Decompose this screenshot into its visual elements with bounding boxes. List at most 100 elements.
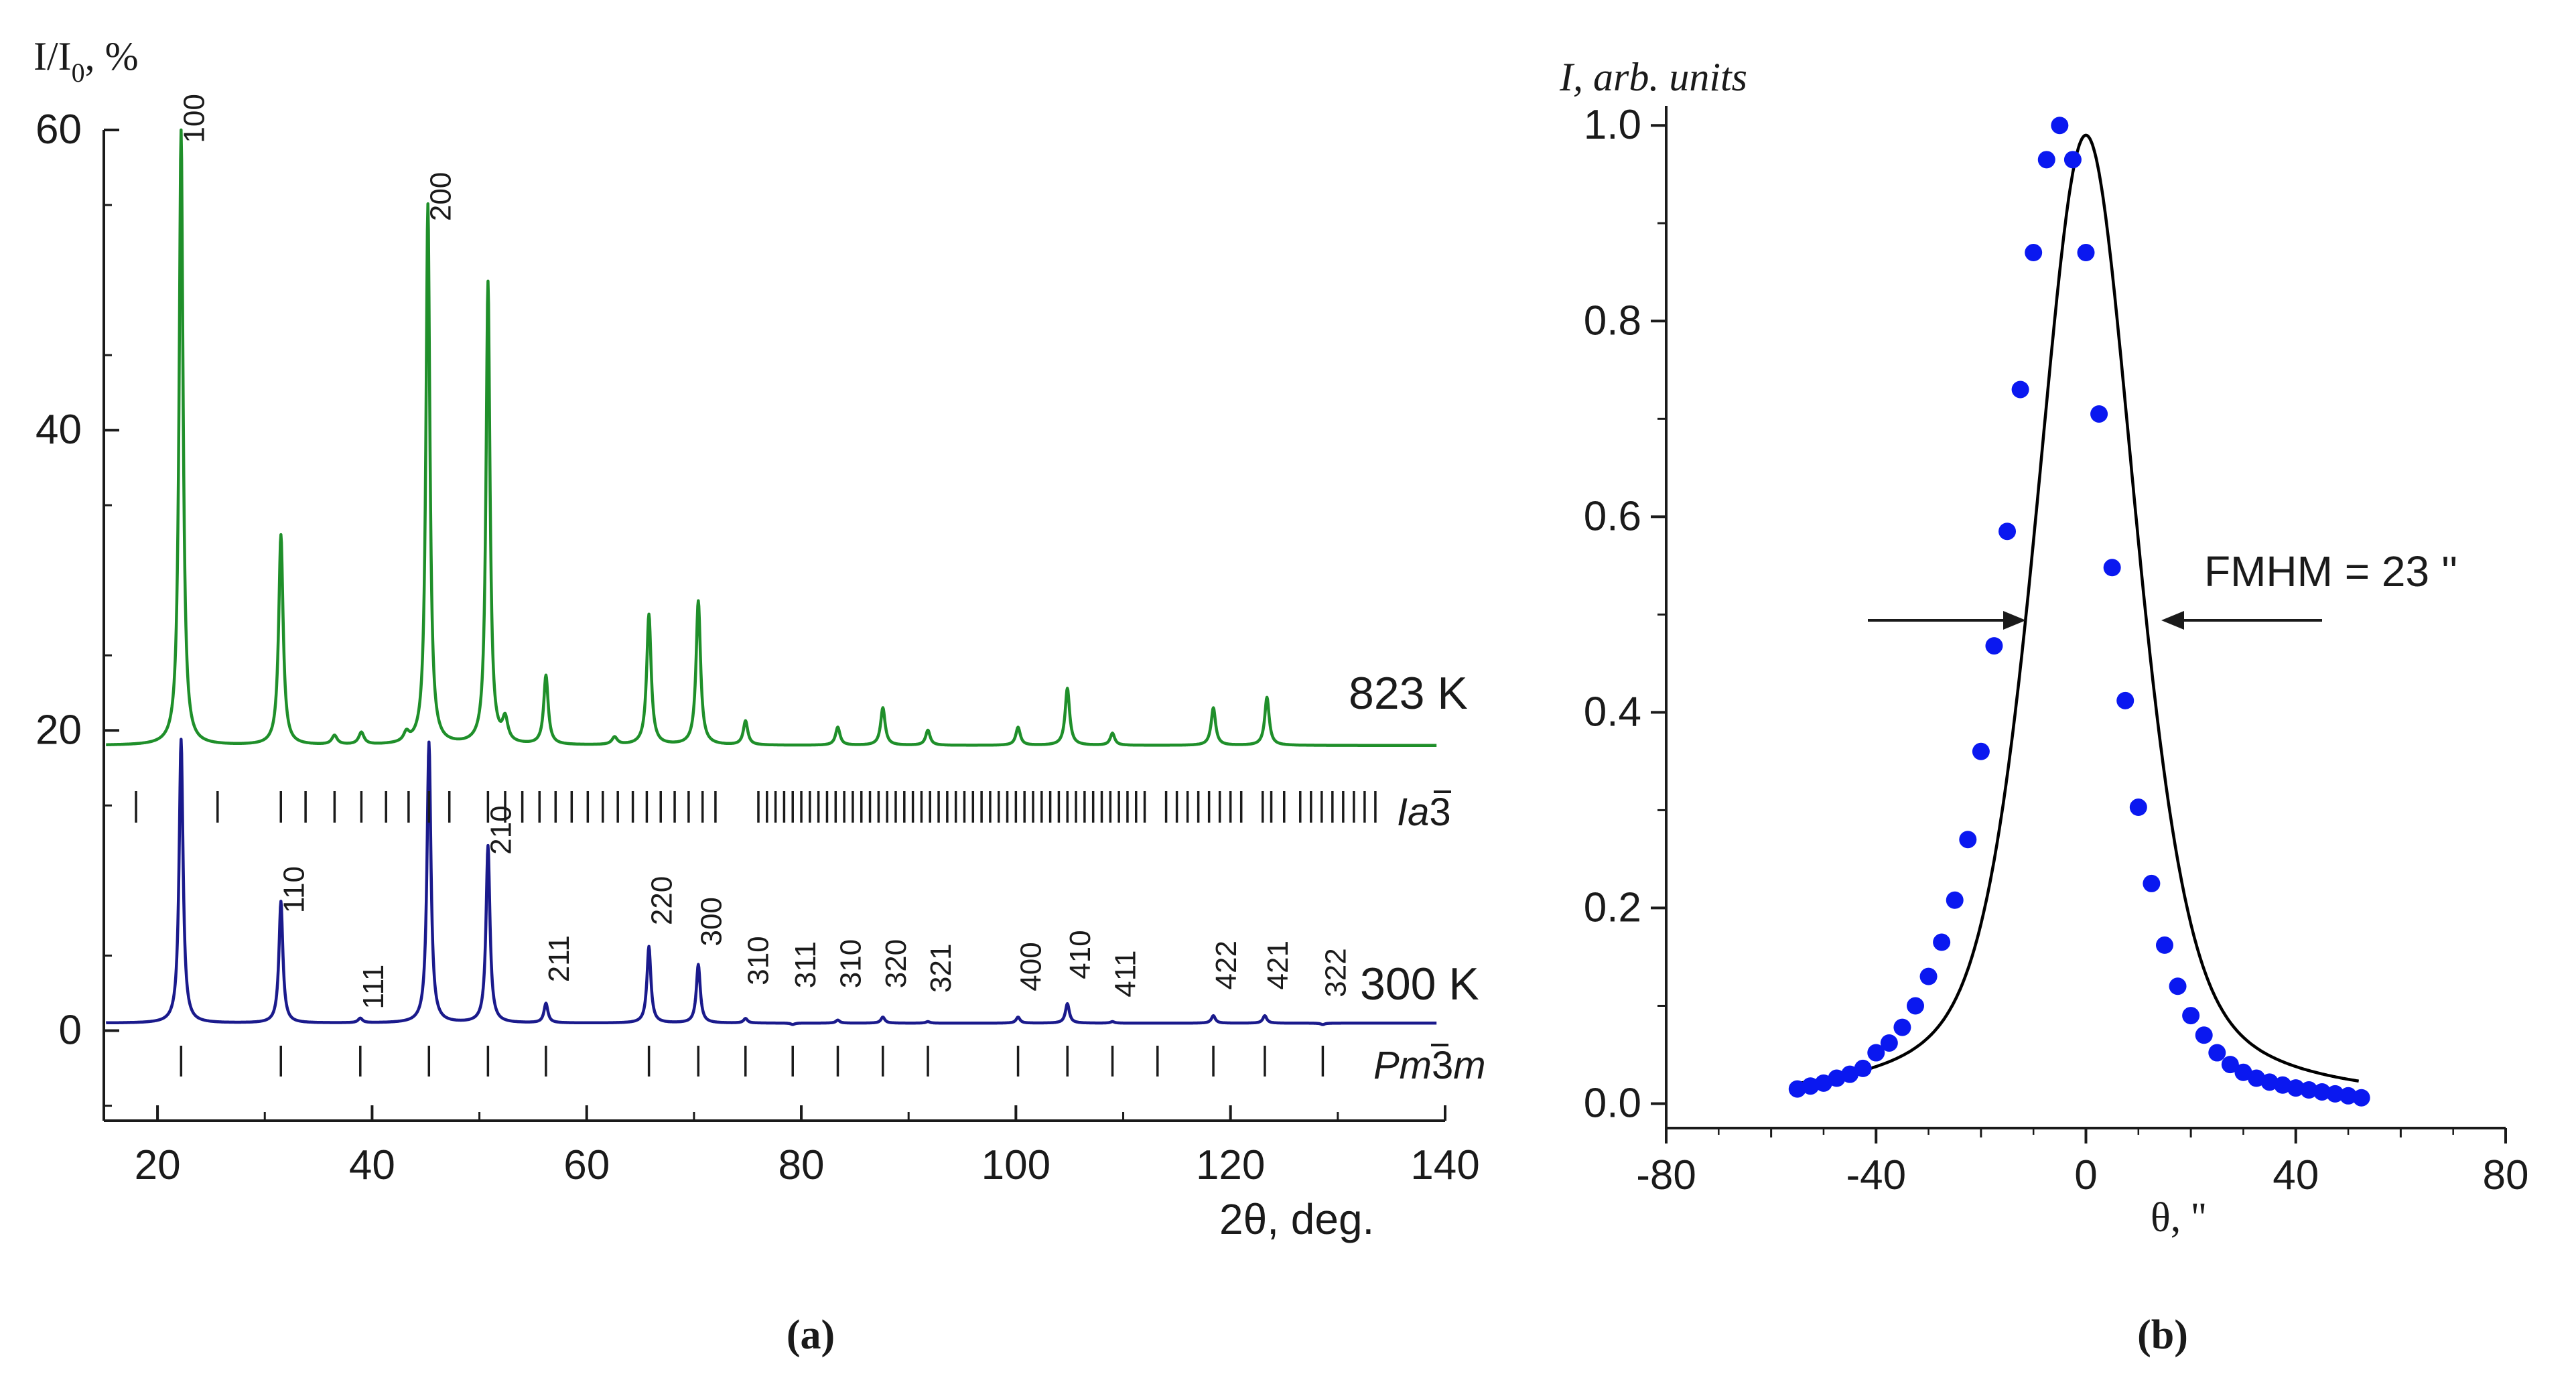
data-point bbox=[2260, 1073, 2279, 1091]
y-tick-label: 0.8 bbox=[1584, 297, 1641, 344]
data-point bbox=[2025, 244, 2043, 262]
panel-b-ticks: -80 -40 0 40 80 0.0 0.2 0.4 0.6 0.8 1.0 bbox=[1584, 102, 2529, 1198]
y-tick-label: 0.6 bbox=[1584, 493, 1641, 539]
x-tick-label: 20 bbox=[135, 1142, 181, 1188]
panel-a-y-axis-label: I/I0, % bbox=[33, 34, 139, 88]
panel-a-caption: (a) bbox=[787, 1312, 835, 1358]
panel-a-ticks: 20 40 60 80 100 120 140 0 20 40 60 bbox=[36, 107, 1480, 1188]
data-point bbox=[2195, 1026, 2213, 1044]
data-point bbox=[2340, 1087, 2358, 1105]
reflection-markers bbox=[135, 791, 1377, 1077]
hkl-label: 411 bbox=[1109, 951, 1142, 997]
data-point bbox=[1919, 967, 1938, 985]
right-arrow-head bbox=[2161, 611, 2184, 630]
data-point bbox=[2063, 151, 2082, 169]
hkl-label: 410 bbox=[1064, 930, 1097, 979]
xrd-curves bbox=[105, 128, 1438, 1026]
data-point bbox=[2352, 1089, 2370, 1107]
x-tick-label: 40 bbox=[349, 1142, 395, 1188]
data-point bbox=[1972, 742, 1990, 760]
hkl-label: 210 bbox=[484, 805, 517, 854]
data-point bbox=[1788, 1080, 1806, 1098]
data-point bbox=[2051, 117, 2069, 135]
data-point bbox=[1880, 1034, 1898, 1052]
data-point bbox=[1893, 1018, 1911, 1036]
y-tick-label: 0 bbox=[59, 1008, 82, 1054]
data-point bbox=[1933, 933, 1951, 951]
x-tick-label: 140 bbox=[1410, 1142, 1479, 1188]
y-tick-label: 0.0 bbox=[1584, 1080, 1641, 1126]
hkl-label: 320 bbox=[880, 939, 912, 988]
x-tick-label: 100 bbox=[981, 1142, 1050, 1188]
space-group-label-pm3m: Pm3m bbox=[1373, 1044, 1486, 1087]
data-point bbox=[2011, 380, 2029, 399]
data-point bbox=[2155, 936, 2173, 954]
data-point bbox=[2129, 799, 2147, 817]
data-point bbox=[2037, 151, 2055, 169]
hkl-label: 100 bbox=[178, 94, 210, 143]
data-point bbox=[1802, 1077, 1820, 1095]
data-point bbox=[2143, 874, 2161, 892]
x-tick-label: 80 bbox=[778, 1142, 825, 1188]
data-point bbox=[2103, 559, 2121, 577]
hkl-label: 200 bbox=[425, 172, 458, 221]
data-point bbox=[2300, 1081, 2318, 1099]
panel-b-x-axis-label: θ, '' bbox=[2151, 1195, 2206, 1241]
hkl-label: 110 bbox=[277, 866, 310, 913]
x-tick-label: 80 bbox=[2483, 1152, 2529, 1198]
hkl-label: 400 bbox=[1015, 942, 1048, 991]
fwhm-arrows bbox=[1868, 611, 2322, 630]
space-group-ia3-letters: Ia3 bbox=[1397, 790, 1451, 834]
data-point bbox=[2090, 405, 2108, 423]
data-point bbox=[2326, 1085, 2344, 1103]
hkl-label: 310 bbox=[834, 939, 867, 988]
space-group-pm3m-letters: Pm3m bbox=[1373, 1044, 1486, 1087]
y-tick-label: 40 bbox=[36, 407, 82, 453]
data-point bbox=[2287, 1079, 2305, 1097]
data-point bbox=[2116, 691, 2134, 709]
hkl-label: 321 bbox=[925, 944, 957, 993]
series-line-823k bbox=[105, 128, 1438, 747]
data-point bbox=[2221, 1056, 2239, 1074]
panel-a-x-axis-label: 2θ, deg. bbox=[1219, 1195, 1374, 1243]
fwhm-annotation: FMHM = 23 '' bbox=[2204, 547, 2457, 596]
hkl-label: 322 bbox=[1319, 948, 1352, 997]
data-point bbox=[1867, 1044, 1885, 1062]
data-point bbox=[2169, 977, 2187, 995]
y-tick-label: 0.2 bbox=[1584, 884, 1641, 930]
data-point bbox=[2182, 1007, 2200, 1025]
x-tick-label: 40 bbox=[2273, 1152, 2319, 1198]
space-group-label-ia3: Ia3 bbox=[1397, 790, 1451, 834]
panel-b-y-axis-label: I, arb. units bbox=[1559, 55, 1747, 99]
data-point bbox=[1854, 1059, 1872, 1077]
hkl-label: 300 bbox=[695, 897, 728, 946]
fit-curve-group bbox=[1797, 133, 2360, 1085]
fit-curve bbox=[1797, 133, 2360, 1085]
data-point bbox=[1828, 1069, 1846, 1087]
data-point bbox=[2077, 244, 2095, 262]
temperature-label-823k: 823 K bbox=[1349, 668, 1468, 719]
y-tick-label: 0.4 bbox=[1584, 689, 1641, 735]
x-tick-label: -80 bbox=[1636, 1152, 1696, 1198]
data-point bbox=[2248, 1069, 2266, 1087]
hkl-label: 220 bbox=[646, 876, 679, 925]
data-point bbox=[1946, 891, 1964, 909]
temperature-label-300k: 300 K bbox=[1360, 959, 1479, 1010]
y-tick-label: 60 bbox=[36, 107, 82, 153]
left-arrow-head bbox=[2003, 611, 2026, 630]
hkl-label: 421 bbox=[1262, 941, 1294, 989]
hkl-label: 311 bbox=[789, 941, 822, 988]
data-point bbox=[1959, 831, 1977, 849]
data-point bbox=[1906, 997, 1924, 1015]
data-point bbox=[1841, 1065, 1859, 1083]
data-point bbox=[2274, 1076, 2292, 1094]
hkl-label: 211 bbox=[543, 935, 575, 982]
hkl-labels: 100 200 110 111 210 211 220 300 310 311 310 320 321 4… bbox=[178, 94, 1352, 1009]
x-tick-label: 0 bbox=[2074, 1152, 2097, 1198]
y-tick-label: 1.0 bbox=[1584, 102, 1641, 148]
x-tick-label: 120 bbox=[1196, 1142, 1265, 1188]
x-tick-label: 60 bbox=[563, 1142, 610, 1188]
hkl-label: 111 bbox=[357, 965, 390, 1010]
y-tick-label: 20 bbox=[36, 707, 82, 753]
